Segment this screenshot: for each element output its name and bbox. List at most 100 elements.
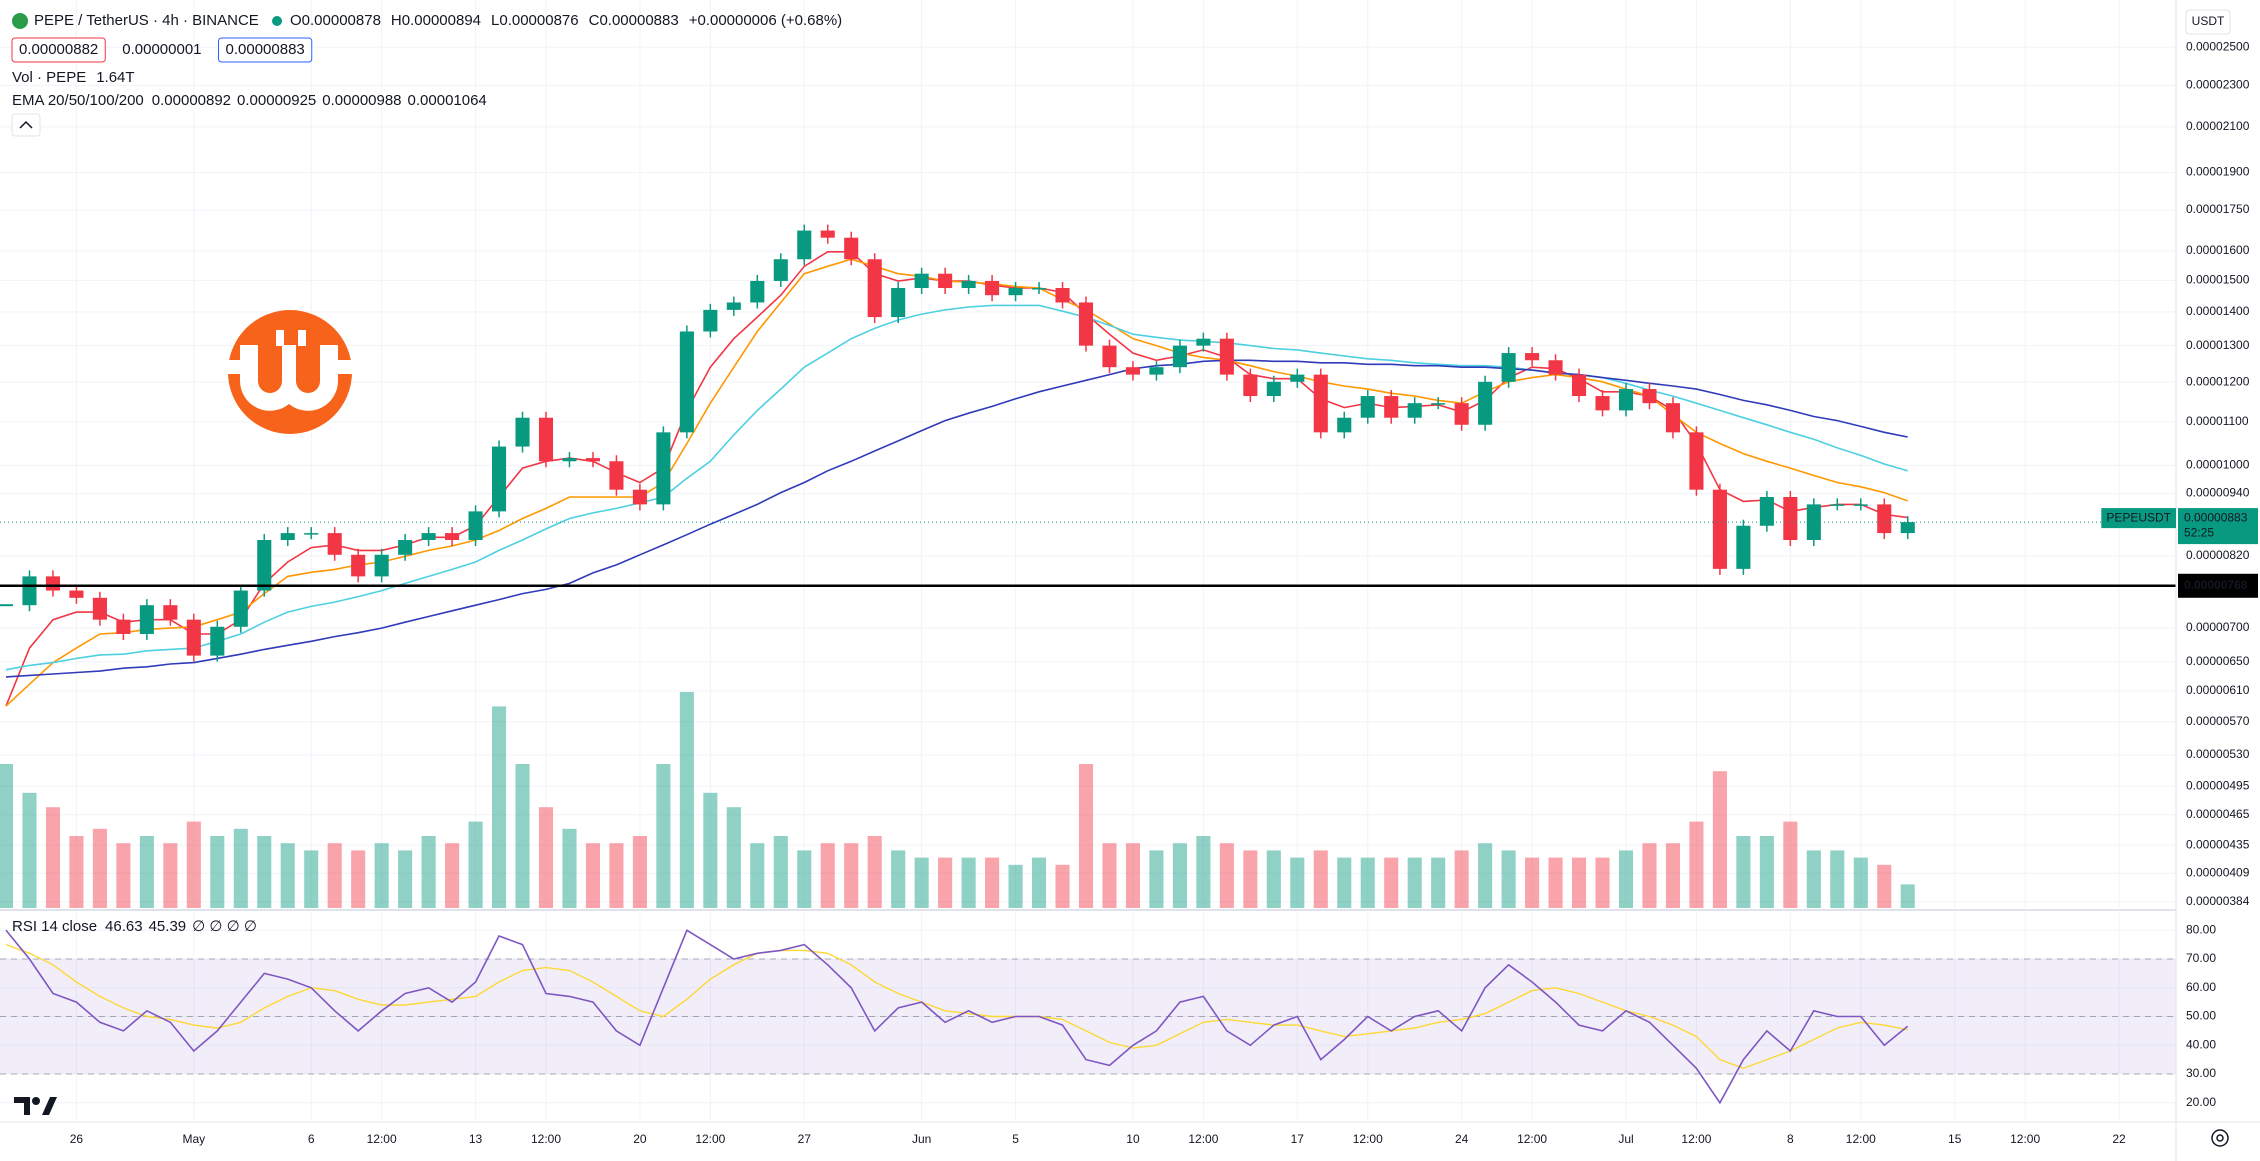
volume-bar — [797, 850, 812, 908]
volume-bar — [139, 836, 154, 908]
volume-bar — [750, 843, 765, 908]
candle-body — [374, 554, 389, 577]
x-tick-label: May — [182, 1132, 205, 1146]
candle-body — [69, 590, 84, 598]
y-tick-label: 0.00000650 — [2186, 654, 2250, 668]
volume-bar — [351, 850, 366, 908]
y-tick-label: 0.00001200 — [2186, 374, 2250, 388]
candle-body — [45, 576, 60, 591]
candle-body — [938, 273, 953, 289]
logo — [226, 310, 352, 434]
volume-bar — [0, 764, 14, 908]
candle-body — [445, 533, 460, 541]
rsi-tick-label: 30.00 — [2186, 1066, 2216, 1080]
y-tick-label: 0.00000610 — [2186, 683, 2250, 697]
candle-body — [1337, 417, 1352, 433]
volume-bar — [1665, 843, 1680, 908]
candle-body — [163, 605, 178, 620]
volume-bar — [304, 850, 319, 908]
volume-bar — [1830, 850, 1845, 908]
volume-bar — [1454, 850, 1469, 908]
candle-body — [891, 288, 906, 318]
collapse-button[interactable] — [11, 113, 41, 137]
volume-bar — [1900, 884, 1915, 908]
tv-logo-part — [14, 1097, 30, 1115]
x-tick-label: 12:00 — [1353, 1132, 1383, 1146]
y-tick-label: 0.00001300 — [2186, 338, 2250, 352]
logo-glyph — [240, 345, 338, 411]
x-tick-label: 6 — [308, 1132, 315, 1146]
candle-body — [186, 619, 201, 656]
volume-bar — [280, 843, 295, 908]
candle-body — [562, 458, 577, 462]
volume-bar — [585, 843, 600, 908]
symbol-icon — [12, 13, 28, 29]
y-tick-label: 0.00000530 — [2186, 747, 2250, 761]
volume-bar — [656, 764, 671, 908]
candle-body — [398, 540, 413, 555]
symbol-title: PEPE / TetherUS · 4h · BINANCE — [34, 12, 259, 29]
volume-bar — [914, 857, 929, 908]
volume-bar — [1572, 857, 1587, 908]
x-tick-label: 10 — [1126, 1132, 1140, 1146]
x-tick-label: 12:00 — [1188, 1132, 1218, 1146]
volume-bar — [961, 857, 976, 908]
volume-bar — [1595, 857, 1610, 908]
last-price-label: 0.00000883 — [2184, 510, 2248, 524]
order-buttons: 0.00000882 0.00000001 0.00000883 — [11, 37, 313, 63]
last-price-tag — [2178, 508, 2258, 545]
volume-bar — [1525, 857, 1540, 908]
candle-body — [0, 604, 14, 607]
candle-body — [1572, 374, 1587, 397]
candle-body — [1478, 381, 1493, 425]
candle-body — [1689, 432, 1704, 490]
tradingview-logo — [14, 1097, 57, 1115]
y-tick-label: 0.00001000 — [2186, 458, 2250, 472]
ohlc-item: O0.00000878 — [290, 12, 381, 29]
volume-bar — [233, 828, 248, 908]
order-button[interactable] — [11, 37, 106, 63]
volume-bar — [632, 836, 647, 908]
volume-bar — [820, 843, 835, 908]
candle-body — [1078, 302, 1094, 346]
volume-bar — [1759, 836, 1774, 908]
volume-bar — [1149, 850, 1164, 908]
rsi-tick-label: 80.00 — [2186, 922, 2216, 936]
order-button-label: 0.00000883 — [226, 41, 305, 58]
volume-bar — [1172, 843, 1187, 908]
volume-bar — [679, 692, 694, 908]
volume-bar — [1196, 836, 1211, 908]
order-button[interactable] — [218, 37, 313, 63]
x-tick-label: 15 — [1948, 1132, 1962, 1146]
settings-button[interactable] — [2211, 1129, 2229, 1147]
volume-bar — [1384, 857, 1399, 908]
y-tick-label: 0.00000940 — [2186, 486, 2250, 500]
candle-body — [304, 533, 319, 535]
candle-body — [632, 489, 647, 505]
y-tick-label: 0.00000435 — [2186, 837, 2250, 851]
volume-bar — [1431, 857, 1446, 908]
y-tick-label: 0.00001900 — [2186, 165, 2250, 179]
candle-body — [116, 619, 131, 634]
volume-bar — [468, 821, 483, 908]
candle-body — [280, 533, 295, 541]
volume-bar — [1008, 864, 1023, 908]
ema-line — [5, 359, 1908, 678]
y-tick-label: 0.00000570 — [2186, 714, 2250, 728]
rsi-ma-value: 45.39 — [149, 918, 187, 935]
volume-bar — [445, 843, 460, 908]
candle-body — [703, 309, 718, 332]
volume-bar — [421, 836, 436, 908]
x-tick-label: 24 — [1455, 1132, 1469, 1146]
candle-body — [233, 590, 248, 627]
candle-body — [1008, 288, 1023, 296]
y-tick-label: 0.00000384 — [2186, 894, 2250, 908]
x-tick-label: 26 — [70, 1132, 84, 1146]
candle-body — [961, 280, 976, 289]
hline-tag — [2178, 573, 2258, 598]
volume-bar — [45, 807, 60, 908]
settings-icon — [2216, 1134, 2224, 1142]
currency-button[interactable] — [2185, 9, 2231, 35]
volume-bar — [1102, 843, 1117, 908]
